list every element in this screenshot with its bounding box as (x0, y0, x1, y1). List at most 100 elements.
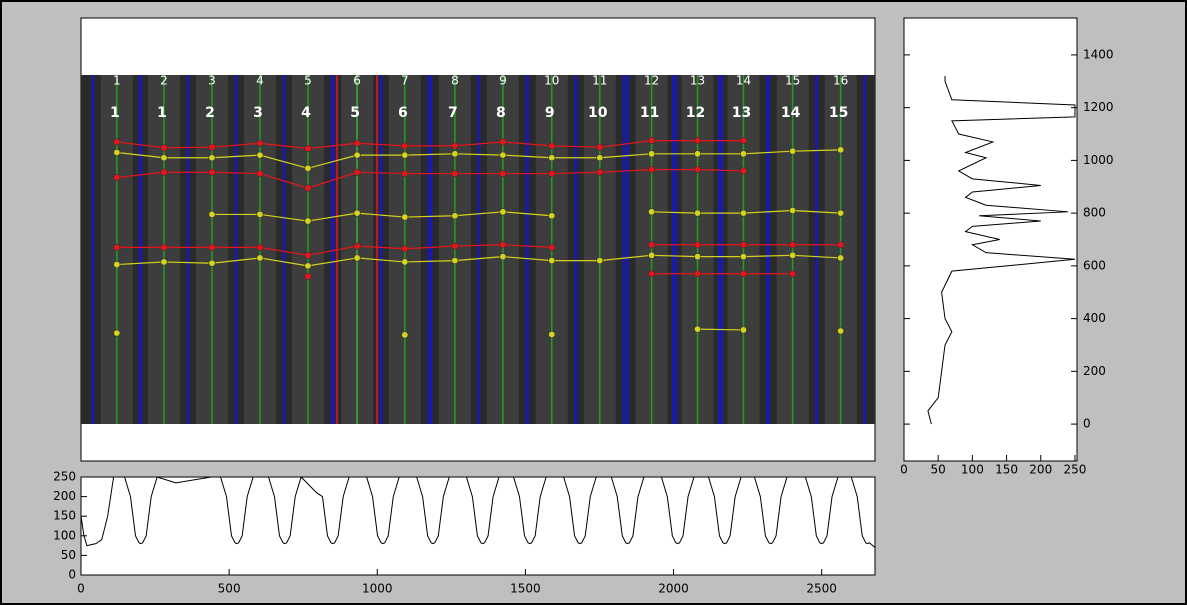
x-tick-label: 50 (931, 463, 946, 477)
band-dot (500, 253, 506, 259)
band-dot (114, 174, 120, 180)
band-dot (694, 166, 700, 172)
band-dot (500, 170, 506, 176)
lane-label: 3 (208, 74, 216, 88)
x-tick-label: 500 (218, 582, 241, 596)
band-dot (402, 214, 408, 220)
lane-number: 9 (545, 105, 555, 121)
lane-label: 4 (256, 74, 264, 88)
band-dot (257, 255, 263, 261)
band-dot (402, 246, 408, 252)
band-dot (305, 218, 311, 224)
band-dot (740, 242, 746, 248)
band-dot (694, 151, 700, 157)
band-dot (648, 151, 654, 157)
lane-number: 1 (110, 105, 120, 121)
lane-number: 5 (350, 105, 360, 121)
lane-label: 2 (160, 74, 168, 88)
band-dot (597, 257, 603, 263)
band-dot (549, 155, 555, 161)
x-tick-label: 250 (1063, 463, 1086, 477)
band-dot (452, 243, 458, 249)
lane-label: 13 (690, 74, 705, 88)
band-dot (694, 253, 700, 259)
band-dot (648, 242, 654, 248)
band-dot (354, 210, 360, 216)
band-dot (402, 170, 408, 176)
band-dot (209, 244, 215, 250)
band-dot (694, 242, 700, 248)
y-tick-label: 100 (53, 528, 76, 542)
band-dot (648, 209, 654, 215)
band-dot (837, 255, 843, 261)
chart: 1121324354657687981091110121113121413151… (0, 0, 1187, 605)
y-tick-label: 200 (1083, 364, 1106, 378)
band-dot (402, 332, 408, 338)
x-tick-label: 1500 (510, 582, 541, 596)
y-tick-label: 50 (61, 548, 76, 562)
lane-number: 14 (781, 105, 801, 121)
lane-number: 13 (732, 105, 751, 121)
x-tick-label: 0 (900, 463, 908, 477)
lane-label: 8 (451, 74, 459, 88)
lane-number: 10 (588, 105, 608, 121)
lane-label: 15 (785, 74, 800, 88)
band-dot (114, 330, 120, 336)
band-dot (114, 244, 120, 250)
band-dot (354, 152, 360, 158)
y-tick-label: 600 (1083, 258, 1106, 272)
figure: 1121324354657687981091110121113121413151… (0, 0, 1187, 605)
band-dot (161, 259, 167, 265)
band-dot (549, 257, 555, 263)
x-tick-label: 100 (961, 463, 984, 477)
band-dot (549, 170, 555, 176)
band-dot (597, 169, 603, 175)
lane-label: 16 (833, 74, 848, 88)
band-dot (161, 155, 167, 161)
band-dot (257, 211, 263, 217)
band-dot (837, 147, 843, 153)
lane-number: 4 (301, 105, 311, 121)
band-dot (549, 213, 555, 219)
band-dot (161, 169, 167, 175)
band-dot (209, 144, 215, 150)
band-dot (648, 271, 654, 277)
lane-number: 6 (398, 105, 408, 121)
bottom-axes (81, 477, 875, 575)
band-dot (648, 137, 654, 143)
band-dot (500, 139, 506, 145)
lane-label: 12 (644, 74, 659, 88)
lane-label: 5 (304, 74, 312, 88)
band-dot (305, 273, 311, 279)
band-dot (740, 253, 746, 259)
band-dot (837, 242, 843, 248)
x-tick-label: 1000 (362, 582, 393, 596)
band-dot (257, 140, 263, 146)
band-dot (305, 185, 311, 191)
band-dot (740, 151, 746, 157)
band-dot (209, 211, 215, 217)
band-dot (740, 327, 746, 333)
band-dot (161, 145, 167, 151)
band-dot (305, 165, 311, 171)
band-dot (740, 210, 746, 216)
band-dot (740, 168, 746, 174)
lane-number: 15 (829, 105, 848, 121)
band-dot (402, 152, 408, 158)
band-dot (789, 242, 795, 248)
y-tick-label: 1400 (1083, 47, 1114, 61)
band-dot (694, 210, 700, 216)
band-dot (694, 137, 700, 143)
x-tick-label: 0 (77, 582, 85, 596)
band-dot (500, 209, 506, 215)
y-tick-label: 0 (1083, 417, 1091, 431)
band-dot (354, 243, 360, 249)
lane-label: 10 (544, 74, 559, 88)
band-dot (789, 271, 795, 277)
lane-number: 1 (157, 105, 167, 121)
band-dot (209, 260, 215, 266)
band-dot (740, 271, 746, 277)
band-dot (257, 170, 263, 176)
band-dot (500, 242, 506, 248)
band-dot (402, 259, 408, 265)
